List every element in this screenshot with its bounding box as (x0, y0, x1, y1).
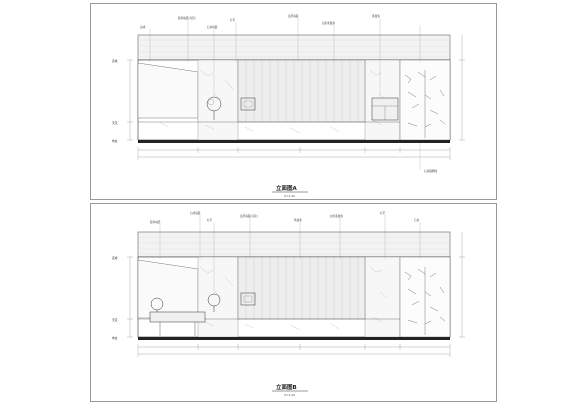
title-b: 立面图B (276, 383, 297, 391)
note-b-2: 灯带 (207, 218, 213, 222)
note-b-3: 造型墙面(详见) (240, 214, 258, 218)
note-b-6: 灯带 (380, 211, 386, 215)
note-b-0: 装饰墙纸 (150, 220, 161, 224)
elevation-a: 完成 装饰墙纸(详见) 石材墙面 灯带 造型墙面 白色乳胶漆 乳胶漆 石材踢脚线… (112, 14, 465, 198)
ceiling-hatch-b (140, 236, 448, 255)
level-b-1: 天花 (112, 318, 118, 322)
floor-slab-b (138, 337, 450, 340)
tree-icon-a (206, 96, 222, 120)
ceiling-band-a (137, 34, 451, 61)
sheet-a-border (90, 3, 497, 200)
marble-zone-b1 (197, 256, 239, 338)
note-a-6: 乳胶漆 (372, 14, 380, 18)
level-a-0: 完成 (112, 59, 118, 63)
marble-zone-b2 (364, 256, 401, 338)
marble-zone-a1 (197, 59, 239, 141)
frame-inner-b (243, 295, 253, 303)
leaders-b (159, 215, 421, 294)
plant-icon-b (399, 256, 451, 338)
note-a-4: 造型墙面 (288, 14, 299, 18)
marble-veins-a (159, 69, 388, 134)
leaders-a (149, 18, 421, 170)
note-b-5: 白色乳胶漆 (330, 214, 343, 218)
elevation-b: 装饰墙纸 石材墙面 灯带 造型墙面(详见) 乳胶漆 白色乳胶漆 灯带 石材 完成… (112, 211, 465, 397)
note-a-2: 石材墙面 (207, 25, 218, 29)
ceiling-band-b (137, 231, 451, 258)
bench-b (149, 311, 206, 336)
scale-a: S=1:40 (284, 194, 295, 198)
plant-icon-a (399, 59, 451, 141)
tree-icon-b1 (150, 297, 164, 312)
cabinet-a (371, 97, 399, 121)
level-a-1: 天花 (112, 121, 118, 125)
scale-b: S=1:40 (284, 393, 295, 397)
slat-panels-b (237, 256, 366, 320)
sheet-b-border (90, 203, 497, 402)
note-a-0: 完成 (140, 25, 146, 29)
frame-inner-a (243, 100, 253, 108)
level-b-0: 完成 (112, 256, 118, 260)
note-a-3: 灯带 (230, 18, 236, 22)
dimension-lines-a (127, 35, 465, 160)
floor-slab-a (138, 140, 450, 143)
frame-icon-a (240, 97, 256, 111)
note-b-1: 石材墙面 (190, 211, 201, 215)
note-a-5: 白色乳胶漆 (322, 21, 335, 25)
note-b-7: 石材 (414, 218, 420, 222)
level-b-2: 地台 (112, 336, 118, 340)
left-panel-b (137, 259, 199, 319)
slat-panels-a (237, 59, 366, 123)
frame-icon-b (240, 292, 256, 306)
marble-veins-b (199, 266, 388, 331)
level-a-2: 地台 (112, 139, 118, 143)
note-a-bottom: 石材踢脚线 (424, 169, 437, 173)
title-a: 立面图A (276, 184, 298, 192)
dimension-lines-b (127, 232, 465, 357)
left-panel-a (137, 62, 199, 119)
note-a-1: 装饰墙纸(详见) (178, 16, 196, 20)
note-b-4: 乳胶漆 (294, 218, 302, 222)
ceiling-hatch-a (140, 39, 448, 58)
